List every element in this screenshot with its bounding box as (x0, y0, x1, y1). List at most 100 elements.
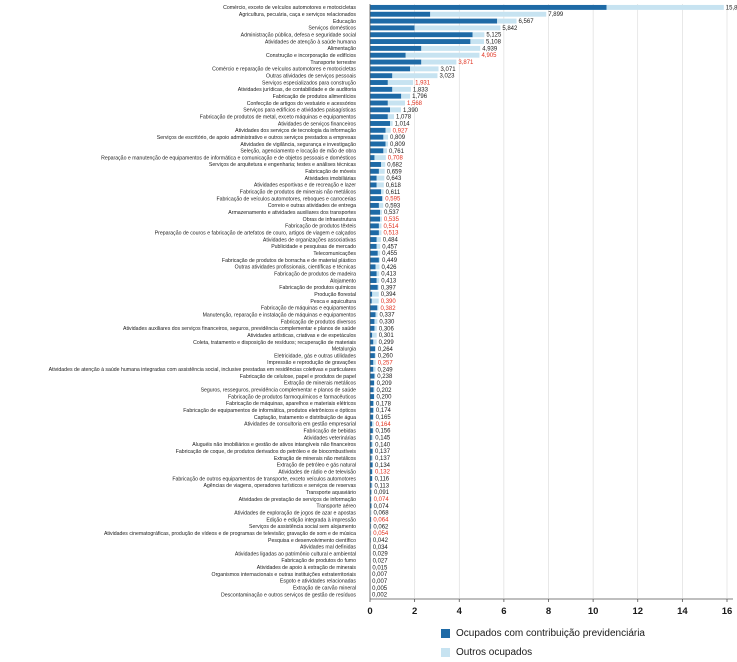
value-label-30: 0,537 (384, 210, 400, 216)
x-tick-label-12: 12 (632, 606, 643, 617)
category-label-86: Descontaminação e outros serviços de ges… (221, 592, 356, 598)
category-label-28: Fabricação de veículos automotores, rebo… (216, 196, 356, 202)
bar-outros-18 (385, 127, 391, 133)
bar-outros-24 (378, 168, 385, 174)
bar-contrib-69 (370, 476, 373, 481)
bar-contrib-71 (370, 489, 372, 495)
value-label-16: 1,078 (396, 115, 412, 121)
bar-outros-25 (376, 175, 385, 181)
bar-outros-14 (387, 100, 405, 106)
value-label-22: 0,708 (388, 156, 404, 162)
category-label-82: Atividades de apoio à extração de minera… (257, 565, 357, 571)
category-label-23: Serviços de arquitetura e engenharia; te… (209, 162, 356, 168)
value-label-85: 0,005 (372, 586, 388, 592)
value-label-76: 0,062 (373, 524, 389, 530)
value-label-32: 0,514 (383, 224, 399, 230)
bar-outros-79 (370, 544, 371, 550)
value-label-52: 0,257 (378, 360, 394, 366)
bar-outros-22 (374, 155, 386, 161)
value-label-72: 0,074 (374, 497, 390, 503)
x-axis: 0 2 4 6 8 10 12 14 16 (367, 4, 733, 617)
bar-outros-8 (421, 59, 457, 65)
bar-contrib-67 (370, 462, 373, 468)
category-label-75: Edição e edição integrada à impressão (266, 517, 356, 523)
category-label-17: Atividades de serviços financeiros (278, 121, 357, 127)
category-label-65: Fabricação de coque, de produtos derivad… (176, 449, 357, 455)
bar-outros-10 (392, 73, 438, 79)
bar-outros-71 (371, 489, 373, 495)
bar-outros-59 (373, 407, 374, 413)
category-label-11: Serviços especializados para construção (262, 80, 356, 86)
category-label-32: Fabricação de produtos têxteis (285, 224, 356, 230)
value-label-74: 0,068 (374, 511, 390, 517)
bar-contrib-58 (370, 400, 374, 406)
value-label-35: 0,457 (382, 244, 398, 250)
value-label-31: 0,535 (384, 217, 400, 223)
value-label-84: 0,007 (372, 579, 388, 585)
bar-outros-40 (376, 278, 380, 283)
bar-contrib-33 (370, 230, 379, 236)
bar-contrib-31 (370, 216, 381, 222)
bar-outros-19 (383, 134, 389, 140)
value-label-58: 0,178 (376, 401, 392, 407)
value-label-45: 0,337 (380, 313, 396, 319)
category-label-59: Fabricação de equipamentos de informátic… (183, 408, 356, 414)
bar-contrib-54 (370, 373, 375, 379)
value-label-64: 0,140 (375, 442, 391, 448)
value-label-57: 0,200 (376, 395, 392, 401)
bar-contrib-68 (370, 469, 373, 475)
value-label-17: 1,014 (395, 121, 411, 127)
bar-contrib-60 (370, 414, 374, 420)
category-label-44: Fabricação de máquinas e equipamentos (261, 306, 357, 312)
bar-outros-52 (373, 359, 376, 365)
bar-outros-12 (392, 86, 411, 92)
bar-contrib-63 (370, 435, 372, 441)
value-label-46: 0,330 (379, 319, 395, 325)
category-label-22: Reparação e manutenção de equipamentos d… (101, 155, 356, 161)
category-label-76: Serviços de assistência social sem aloja… (249, 524, 356, 530)
category-label-34: Atividades de organizações associativas (263, 237, 357, 243)
value-label-49: 0,299 (379, 340, 395, 346)
category-label-73: Transporte aéreo (316, 504, 356, 510)
value-label-73: 0,074 (374, 504, 390, 510)
value-label-61: 0,164 (376, 422, 392, 428)
category-label-31: Obras de infraestrutura (303, 217, 356, 223)
bar-contrib-37 (370, 257, 379, 263)
bar-contrib-34 (370, 237, 377, 243)
category-label-74: Atividades de exploração de jogos de aza… (234, 510, 356, 516)
value-label-21: 0,761 (389, 149, 405, 155)
category-label-41: Fabricação de produtos químicos (279, 285, 356, 291)
category-label-6: Alimentação (327, 46, 356, 52)
bar-contrib-32 (370, 223, 379, 229)
bar-contrib-57 (370, 394, 375, 400)
bar-outros-63 (371, 435, 374, 441)
bar-contrib-11 (370, 80, 388, 85)
bar-outros-45 (375, 312, 378, 318)
category-label-18: Atividades dos serviços de tecnologia da… (235, 128, 356, 134)
bar-outros-1 (430, 11, 547, 17)
category-label-47: Atividades auxiliares dos serviços finan… (123, 326, 356, 332)
category-label-39: Fabricação de produtos de madeira (274, 271, 356, 277)
category-label-33: Preparação de couros e fabricação de art… (155, 231, 357, 237)
bar-contrib-56 (370, 387, 374, 393)
bar-outros-46 (374, 319, 378, 324)
value-label-42: 0,394 (381, 292, 397, 298)
bar-outros-11 (387, 80, 414, 85)
x-tick-label-10: 10 (588, 606, 599, 617)
category-label-36: Telecomunicações (313, 251, 356, 257)
value-label-4: 5,125 (486, 33, 502, 39)
category-label-69: Fabricação de outros equipamentos de tra… (172, 476, 356, 482)
bar-contrib-8 (370, 59, 422, 65)
value-label-20: 0,809 (390, 142, 406, 148)
bar-outros-13 (401, 93, 411, 99)
value-label-8: 3,871 (458, 60, 474, 66)
bar-contrib-46 (370, 319, 375, 324)
value-label-12: 1,833 (413, 87, 429, 93)
category-label-0: Comércio, exceto de veículos automotores… (223, 5, 356, 11)
bar-contrib-13 (370, 93, 402, 99)
bar-outros-16 (387, 114, 395, 120)
bar-contrib-9 (370, 66, 411, 72)
bar-outros-32 (378, 223, 382, 229)
category-label-9: Comércio e reparação de veículos automot… (212, 67, 356, 73)
bar-outros-23 (381, 161, 386, 167)
